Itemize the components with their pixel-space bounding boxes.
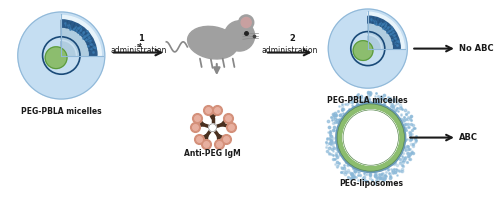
Text: administration: administration xyxy=(110,46,166,55)
Ellipse shape xyxy=(188,26,238,59)
Circle shape xyxy=(208,124,216,132)
Circle shape xyxy=(45,47,67,69)
Circle shape xyxy=(238,15,254,30)
Wedge shape xyxy=(368,12,404,49)
Text: PEG-liposomes: PEG-liposomes xyxy=(339,179,403,188)
Wedge shape xyxy=(368,24,392,49)
Wedge shape xyxy=(62,15,102,56)
Wedge shape xyxy=(62,29,88,56)
Text: 2: 2 xyxy=(290,34,296,43)
Wedge shape xyxy=(62,20,97,56)
Wedge shape xyxy=(368,16,400,49)
Text: administration: administration xyxy=(262,46,318,55)
Circle shape xyxy=(328,9,407,88)
Circle shape xyxy=(343,110,398,165)
Circle shape xyxy=(241,17,251,28)
Text: PEG-PBLA micelles: PEG-PBLA micelles xyxy=(328,96,408,105)
Circle shape xyxy=(343,110,398,165)
Text: PEG-PBLA micelles: PEG-PBLA micelles xyxy=(21,107,102,116)
Text: st: st xyxy=(136,43,142,48)
Text: Anti-PEG IgM: Anti-PEG IgM xyxy=(184,149,241,158)
Circle shape xyxy=(224,21,254,51)
Circle shape xyxy=(337,104,404,171)
Text: 1: 1 xyxy=(138,34,144,43)
Circle shape xyxy=(353,41,373,60)
Circle shape xyxy=(18,12,105,99)
Text: No ABC: No ABC xyxy=(459,44,494,53)
Text: ABC: ABC xyxy=(459,133,478,142)
